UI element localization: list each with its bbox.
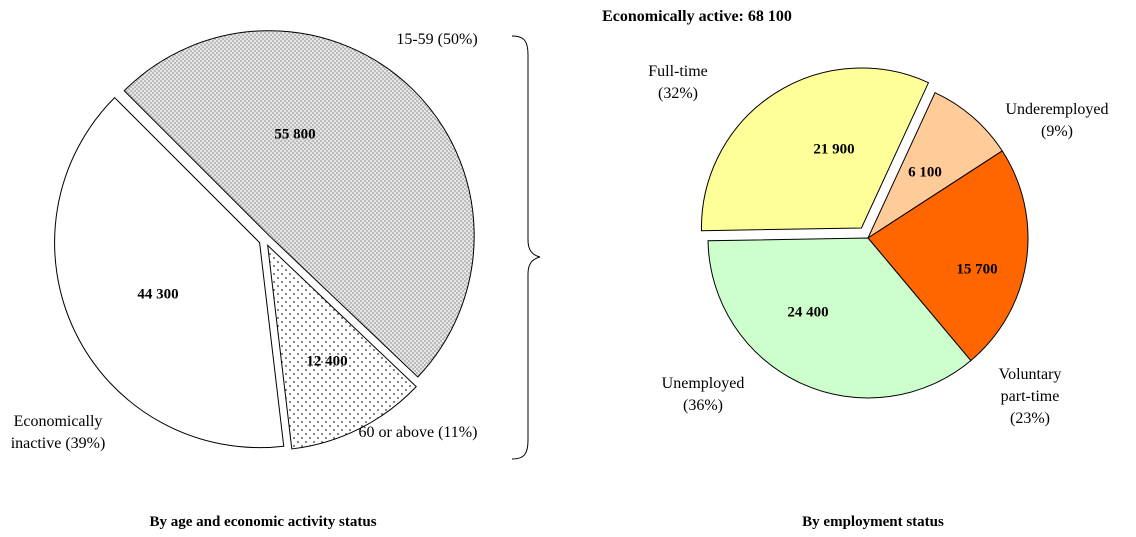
pie-slice xyxy=(267,244,417,450)
value-label: 21 900 xyxy=(813,141,854,157)
value-label: 6 100 xyxy=(908,164,942,180)
category-label: Unemployed (36%) xyxy=(661,375,745,414)
category-label: Underemployed (9%) xyxy=(1005,101,1109,140)
chart-title: By employment status xyxy=(802,514,944,530)
category-label: 60 or above (11%) xyxy=(358,424,478,441)
pie-slice xyxy=(54,96,285,449)
pie-slice xyxy=(866,92,1003,240)
value-label: 24 400 xyxy=(787,304,828,320)
chart-subtitle: Economically active: 68 100 xyxy=(602,8,792,25)
value-label: 44 300 xyxy=(137,286,178,302)
value-label: 55 800 xyxy=(274,126,315,142)
chart-title: By age and economic activity status xyxy=(149,514,377,530)
category-label: Economically inactive (39%) xyxy=(10,413,106,452)
brace xyxy=(511,35,541,460)
category-label: 15-59 (50%) xyxy=(396,31,478,48)
category-label: Full-time (32%) xyxy=(648,63,708,102)
pie-slice xyxy=(123,30,475,378)
category-label: Voluntary part-time (23%) xyxy=(998,366,1062,427)
pie-slice xyxy=(867,150,1029,362)
value-label: 15 700 xyxy=(956,261,997,277)
value-label: 12 400 xyxy=(306,353,347,369)
pie-slice xyxy=(707,237,972,399)
pie-slice xyxy=(700,67,930,232)
